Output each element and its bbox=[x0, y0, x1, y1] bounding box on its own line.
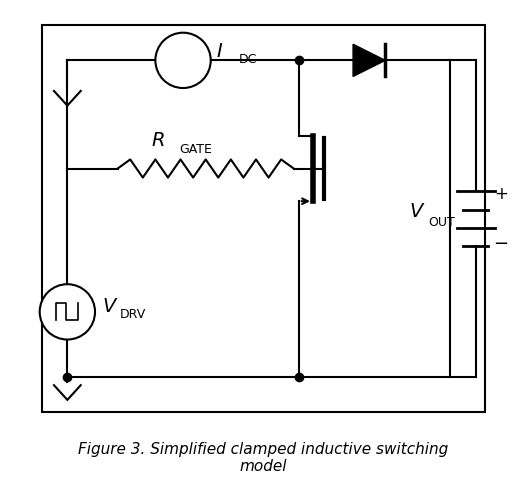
Text: DC: DC bbox=[238, 53, 257, 66]
Polygon shape bbox=[353, 44, 385, 76]
Text: $V$: $V$ bbox=[101, 297, 118, 316]
Bar bbox=[42, 25, 485, 412]
Text: $I$: $I$ bbox=[216, 42, 223, 61]
Text: $V$: $V$ bbox=[409, 202, 425, 221]
Circle shape bbox=[40, 284, 95, 340]
Text: GATE: GATE bbox=[179, 143, 212, 156]
Text: −: − bbox=[493, 235, 509, 253]
Text: DRV: DRV bbox=[120, 308, 146, 321]
Text: OUT: OUT bbox=[428, 216, 455, 229]
Text: Figure 3. Simplified clamped inductive switching
model: Figure 3. Simplified clamped inductive s… bbox=[79, 442, 449, 474]
Text: +: + bbox=[494, 185, 508, 203]
Text: $R$: $R$ bbox=[151, 131, 165, 150]
Circle shape bbox=[156, 33, 211, 88]
